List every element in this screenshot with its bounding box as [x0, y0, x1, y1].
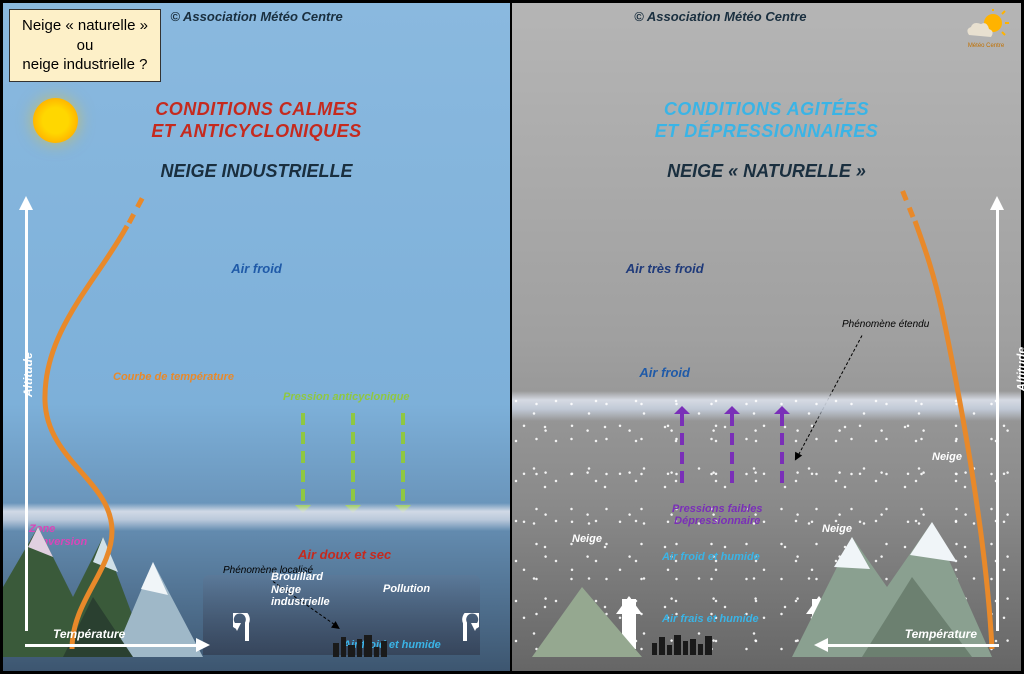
altitude-axis-left [25, 201, 28, 631]
temperature-axis-right [819, 644, 999, 647]
air-tres-froid-label: Air très froid [512, 261, 817, 276]
conditions-left-line1: CONDITIONS CALMES [3, 99, 510, 120]
temperature-label-right: Température [905, 627, 977, 641]
copyright-left: © Association Météo Centre [170, 9, 342, 24]
curl-arrow-1 [233, 613, 259, 643]
copyright-right: © Association Météo Centre [634, 9, 806, 24]
title-line1: Neige « naturelle » [22, 16, 148, 36]
pression-anticyclonique-label: Pression anticyclonique [283, 391, 410, 403]
city-silhouette-left [333, 635, 389, 657]
title-box: Neige « naturelle » ou neige industriell… [9, 9, 161, 82]
temperature-axis-left [25, 644, 205, 647]
meteo-centre-logo: Météo Centre [961, 9, 1011, 49]
air-froid-right-label: Air froid [512, 365, 817, 380]
conditions-right-line1: CONDITIONS AGITÉES [512, 99, 1021, 120]
title-line3: neige industrielle ? [22, 55, 148, 75]
right-panel-natural-snow: © Association Météo Centre Météo Centre … [512, 3, 1021, 671]
temperature-curve-left [17, 171, 177, 651]
temperature-curve-right [887, 171, 1007, 651]
left-panel-industrial-snow: Neige « naturelle » ou neige industriell… [3, 3, 512, 671]
infographic-container: Neige « naturelle » ou neige industriell… [0, 0, 1024, 674]
conditions-left-line2: ET ANTICYCLONIQUES [3, 121, 510, 142]
conditions-right-line2: ET DÉPRESSIONNAIRES [512, 121, 1021, 142]
altitude-label-left: Altitude [21, 352, 35, 397]
altitude-label-right: Altitude [1015, 347, 1024, 392]
altitude-axis-right [996, 201, 999, 631]
pollution-label: Pollution [383, 583, 430, 595]
temperature-label-left: Température [53, 627, 125, 641]
title-line2: ou [22, 36, 148, 56]
curl-arrow-2 [453, 613, 479, 643]
brouillard-label: Brouillard Neige industrielle [271, 571, 330, 609]
svg-text:Météo Centre: Météo Centre [968, 43, 1005, 49]
